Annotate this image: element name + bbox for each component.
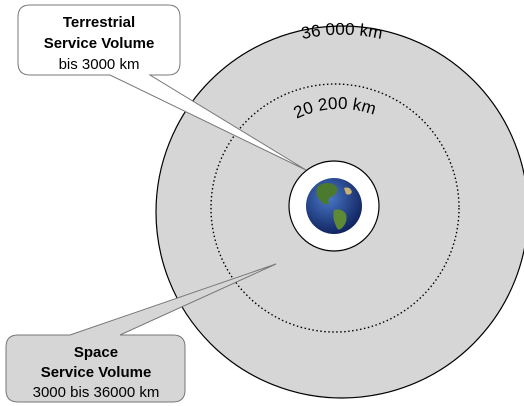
- callout-line: 3000 bis 36000 km: [33, 384, 160, 401]
- callout-line: Service Volume: [44, 35, 155, 52]
- diagram: 36 000 km 20 200 km Terrestrial Service …: [0, 0, 524, 406]
- callout-line: Terrestrial: [63, 14, 135, 31]
- earth: [306, 178, 362, 234]
- callout-line: bis 3000 km: [59, 56, 140, 73]
- callout-line: Service Volume: [41, 364, 152, 381]
- callout-line: Space: [74, 344, 118, 361]
